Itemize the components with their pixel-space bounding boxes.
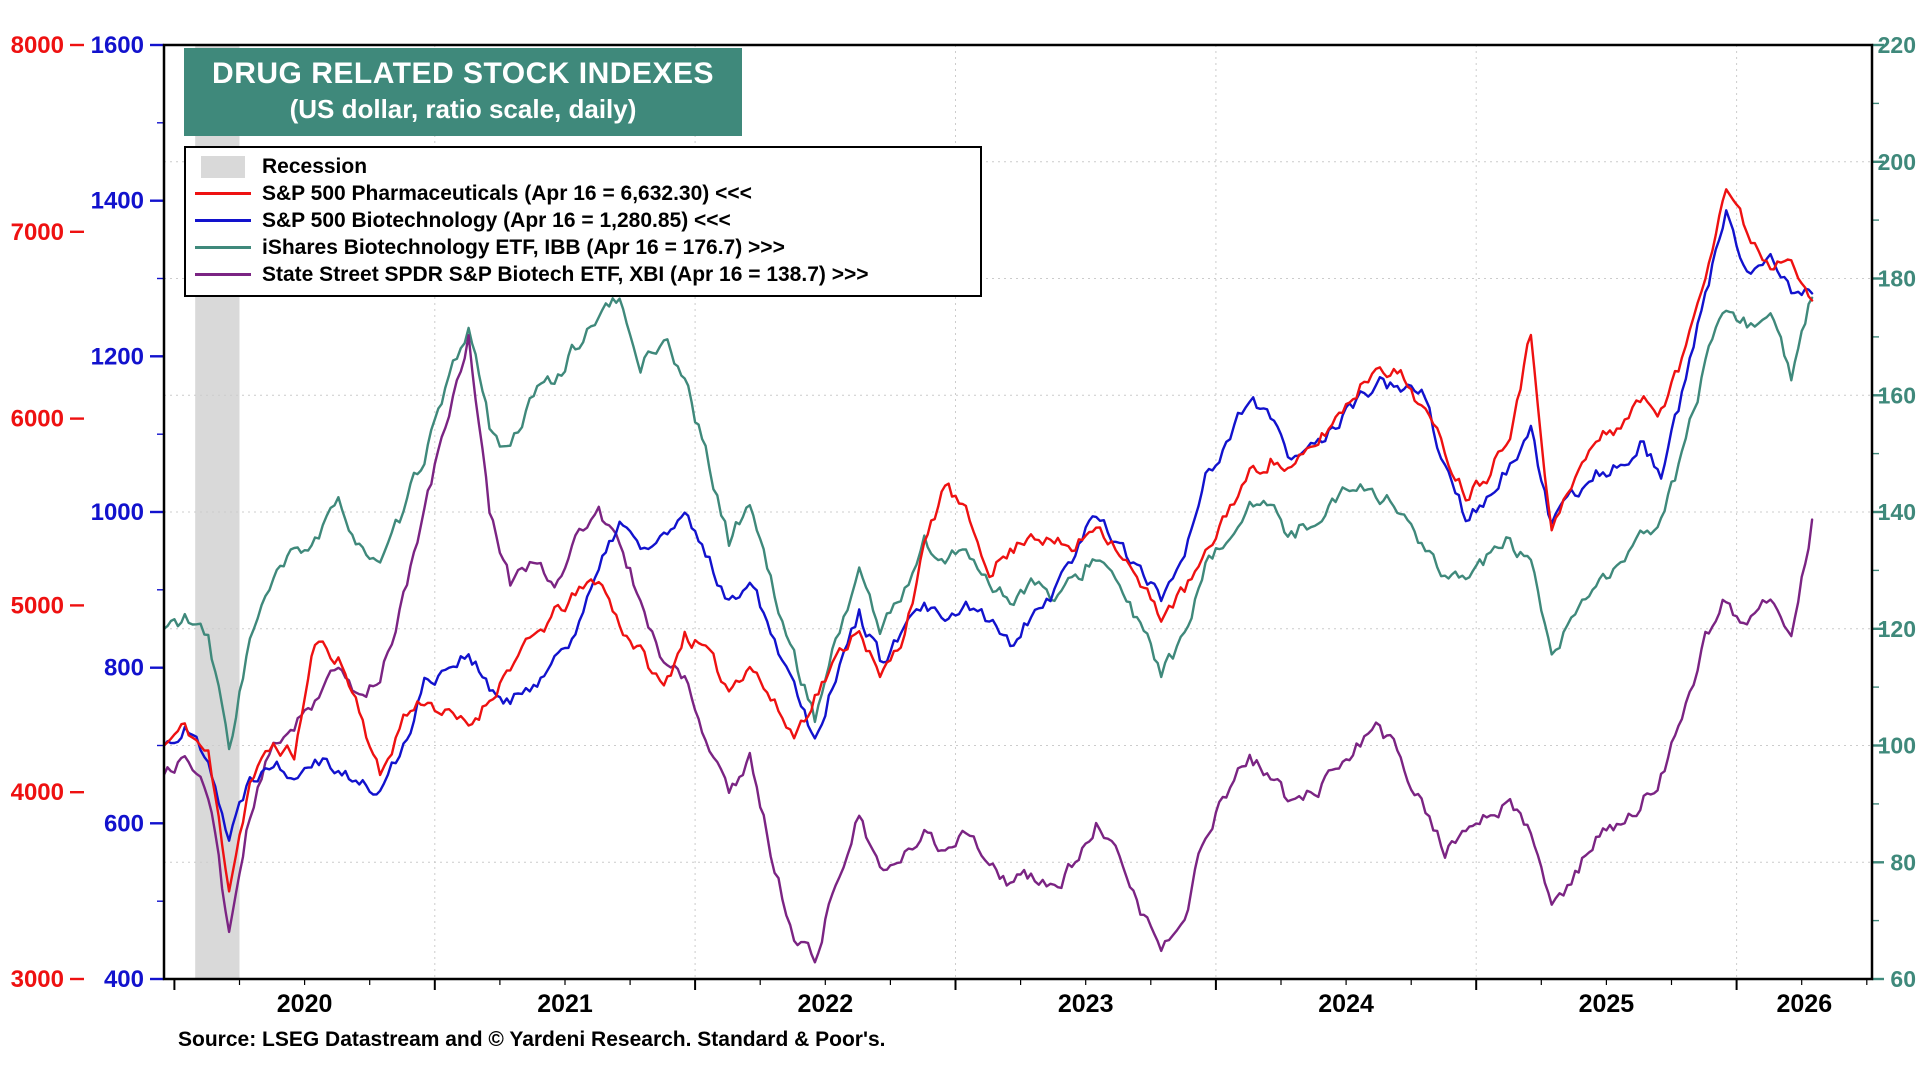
legend-swatch-ibb xyxy=(194,246,252,249)
source-note: Source: LSEG Datastream and © Yardeni Re… xyxy=(178,1028,886,1051)
y-axis-left-outer-label: 6000 xyxy=(11,406,64,433)
x-axis-year-label: 2026 xyxy=(1776,990,1832,1018)
y-axis-left-inner-label: 1400 xyxy=(91,188,144,215)
series-line-ibb xyxy=(164,296,1814,751)
legend-swatch-xbi xyxy=(194,273,252,276)
gridlines xyxy=(164,45,1872,979)
y-axis-left-inner-label: 600 xyxy=(104,810,144,837)
legend-item-pharma: S&P 500 Pharmaceuticals (Apr 16 = 6,632.… xyxy=(194,180,970,207)
y-axis-left-outer-label: 4000 xyxy=(11,779,64,806)
x-axis-year-label: 2025 xyxy=(1579,990,1635,1018)
y-axis-left-inner-label: 1000 xyxy=(91,499,144,526)
legend-item-recession: Recession xyxy=(194,153,970,180)
legend-swatch-recession xyxy=(194,155,252,178)
y-axis-right-label: 120 xyxy=(1878,616,1916,642)
y-axis-right-label: 100 xyxy=(1878,733,1916,759)
series-line-biotech xyxy=(164,209,1814,842)
x-axis-year-label: 2022 xyxy=(797,990,853,1018)
legend-item-xbi: State Street SPDR S&P Biotech ETF, XBI (… xyxy=(194,261,970,288)
y-axis-right-label: 180 xyxy=(1878,266,1916,292)
y-axis-left-inner-label: 400 xyxy=(104,966,144,993)
legend-label-recession: Recession xyxy=(262,154,368,178)
y-axis-right-label: 200 xyxy=(1878,149,1916,175)
legend-item-biotech: S&P 500 Biotechnology (Apr 16 = 1,280.85… xyxy=(194,207,970,234)
legend-label-biotech: S&P 500 Biotechnology (Apr 16 = 1,280.85… xyxy=(262,208,731,232)
y-axis-right-label: 160 xyxy=(1878,382,1916,408)
y-axis-left-inner-label: 800 xyxy=(104,655,144,682)
y-axis-right-label: 60 xyxy=(1890,966,1916,992)
x-axis-year-label: 2021 xyxy=(537,990,593,1018)
legend-label-pharma: S&P 500 Pharmaceuticals (Apr 16 = 6,632.… xyxy=(262,181,752,205)
y-axis-left-outer-label: 7000 xyxy=(11,219,64,246)
x-axis-year-label: 2020 xyxy=(277,990,333,1018)
series-line-xbi xyxy=(164,334,1814,964)
y-axis-right-label: 80 xyxy=(1890,849,1916,875)
legend: Recession S&P 500 Pharmaceuticals (Apr 16… xyxy=(184,146,982,297)
legend-label-ibb: iShares Biotechnology ETF, IBB (Apr 16 =… xyxy=(262,235,785,259)
x-axis-year-label: 2023 xyxy=(1058,990,1114,1018)
chart-subtitle: (US dollar, ratio scale, daily) xyxy=(289,94,637,124)
legend-swatch-biotech xyxy=(194,219,252,222)
y-axis-left-outer-label: 8000 xyxy=(11,32,64,59)
y-axis-right-label: 140 xyxy=(1878,499,1916,525)
y-axis-left-inner-label: 1200 xyxy=(91,343,144,370)
y-axis-left-outer-label: 3000 xyxy=(11,966,64,993)
y-axis-left-inner-label: 1600 xyxy=(91,32,144,59)
legend-item-ibb: iShares Biotechnology ETF, IBB (Apr 16 =… xyxy=(194,234,970,261)
x-axis-year-label: 2024 xyxy=(1318,990,1374,1018)
y-axis-right-label: 220 xyxy=(1878,32,1916,58)
series-line-pharma xyxy=(164,188,1814,893)
legend-swatch-pharma xyxy=(194,192,252,195)
y-axis-left-outer-label: 5000 xyxy=(11,592,64,619)
series-lines xyxy=(164,188,1814,964)
chart-title-box: DRUG RELATED STOCK INDEXES (US dollar, r… xyxy=(184,48,742,136)
chart-title: DRUG RELATED STOCK INDEXES xyxy=(212,57,714,90)
legend-label-xbi: State Street SPDR S&P Biotech ETF, XBI (… xyxy=(262,262,869,286)
plot-frame xyxy=(162,43,1874,981)
